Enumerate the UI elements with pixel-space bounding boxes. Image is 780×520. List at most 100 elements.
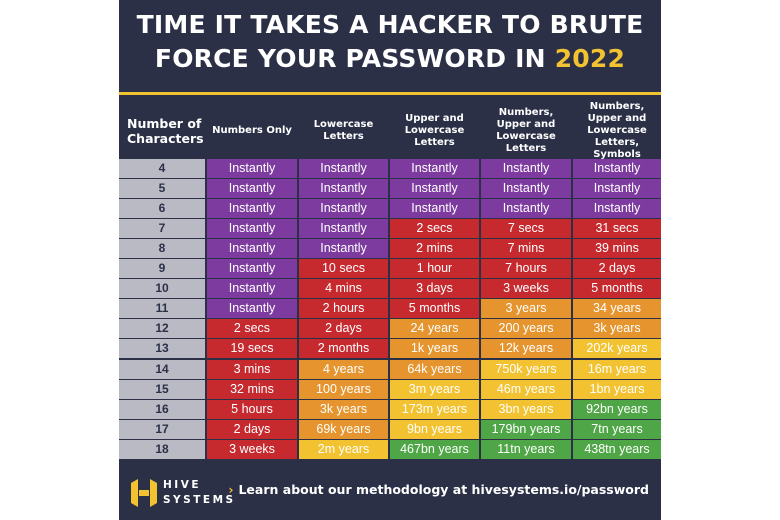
crack-time-cell: 3 days (390, 279, 479, 299)
character-count-cell: 8 (119, 239, 205, 259)
crack-time-cell: Instantly (299, 239, 388, 259)
chevron-right-icon: › (228, 482, 234, 497)
crack-time-cell: Instantly (573, 199, 661, 219)
methodology-link[interactable]: › Learn about our methodology at hivesyst… (228, 482, 649, 497)
table-row: 4 Instantly Instantly Instantly Instantly Ins… (119, 159, 661, 178)
crack-time-cell: 1k years (390, 339, 479, 359)
crack-time-cell: 4 mins (299, 279, 388, 299)
crack-time-cell: 39 mins (573, 239, 661, 259)
footer: HIVE SYSTEMS › Learn about our methodolog… (119, 466, 661, 520)
character-count-cell: 18 (119, 439, 205, 459)
title-divider (119, 92, 661, 95)
character-count-cell: 7 (119, 219, 205, 239)
crack-time-cell: Instantly (207, 279, 297, 299)
crack-time-cell: 3 years (481, 299, 571, 319)
crack-time-cell: Instantly (207, 299, 297, 319)
column-header: Numbers Only (212, 125, 292, 136)
column-header: Number of Characters (127, 116, 204, 146)
table-row: 5 Instantly Instantly Instantly Instantly Ins… (119, 179, 661, 199)
crack-time-cell: 2 days (207, 419, 297, 439)
table-row: 18 3 weeks 2m years 467bn years 11tn years 43… (119, 439, 661, 459)
crack-time-cell: 69k years (299, 419, 388, 439)
crack-time-cell: Instantly (390, 159, 479, 178)
brand-name-line-1: HIVE (163, 479, 201, 491)
crack-time-cell: Instantly (207, 219, 297, 239)
crack-time-cell: 32 mins (207, 379, 297, 399)
column-header: Upper and Lowercase Letters (404, 113, 465, 148)
crack-time-cell: 9bn years (390, 419, 479, 439)
title-line-2-text: FORCE YOUR PASSWORD IN (154, 44, 546, 73)
crack-time-cell: Instantly (207, 179, 297, 199)
crack-time-cell: 2 secs (390, 219, 479, 239)
crack-time-cell: Instantly (299, 179, 388, 199)
character-count-cell: 16 (119, 399, 205, 419)
crack-time-cell: 31 secs (573, 219, 661, 239)
crack-time-cell: 7 secs (481, 219, 571, 239)
table-row: 9 Instantly 10 secs 1 hour 7 hours 2 days (119, 259, 661, 279)
character-count-cell: 17 (119, 419, 205, 439)
title-line-2: FORCE YOUR PASSWORD IN 2022 (119, 42, 661, 76)
crack-time-cell: 7 hours (481, 259, 571, 279)
crack-time-cell: Instantly (481, 179, 571, 199)
table-row: 17 2 days 69k years 9bn years 179bn years 7tn… (119, 419, 661, 439)
character-count-cell: 15 (119, 379, 205, 399)
table-row: 13 19 secs 2 months 1k years 12k years 202k y… (119, 339, 661, 359)
table-row: 11 Instantly 2 hours 5 months 3 years 34 year… (119, 299, 661, 319)
crack-time-cell: 3m years (390, 379, 479, 399)
crack-time-cell: Instantly (207, 199, 297, 219)
crack-time-cell: 2 months (299, 339, 388, 359)
crack-time-cell: 467bn years (390, 439, 479, 459)
crack-time-cell: 179bn years (481, 419, 571, 439)
column-header: Numbers, Upper and Lowercase Letters (496, 107, 556, 154)
crack-time-cell: 200 years (481, 319, 571, 339)
character-count-cell: 6 (119, 199, 205, 219)
table-header: Number of Characters Numbers Only Lowercas… (119, 101, 661, 160)
crack-time-cell: Instantly (299, 199, 388, 219)
chart-title: TIME IT TAKES A HACKER TO BRUTE FORCE YO… (119, 8, 661, 76)
crack-time-cell: Instantly (207, 239, 297, 259)
crack-time-cell: 1 hour (390, 259, 479, 279)
crack-time-cell: 16m years (573, 359, 661, 379)
crack-time-cell: 64k years (390, 359, 479, 379)
crack-time-cell: 202k years (573, 339, 661, 359)
crack-time-cell: Instantly (390, 199, 479, 219)
crack-time-cell: 750k years (481, 359, 571, 379)
crack-time-cell: 2 days (573, 259, 661, 279)
crack-time-cell: 12k years (481, 339, 571, 359)
crack-time-cell: Instantly (207, 159, 297, 178)
crack-time-cell: 10 secs (299, 259, 388, 279)
crack-time-cell: 7 mins (481, 239, 571, 259)
table-row: 6 Instantly Instantly Instantly Instantly Ins… (119, 199, 661, 219)
crack-time-cell: 3 mins (207, 359, 297, 379)
crack-time-cell: 46m years (481, 379, 571, 399)
crack-time-cell: Instantly (299, 159, 388, 178)
character-count-cell: 14 (119, 359, 205, 379)
table-row: 16 5 hours 3k years 173m years 3bn years 92bn… (119, 399, 661, 419)
character-count-cell: 5 (119, 179, 205, 199)
crack-time-cell: Instantly (481, 159, 571, 178)
crack-time-cell: 24 years (390, 319, 479, 339)
crack-time-cell: 100 years (299, 379, 388, 399)
character-count-cell: 12 (119, 319, 205, 339)
hive-systems-logo: HIVE SYSTEMS (129, 475, 233, 511)
crack-time-cell: 3 weeks (207, 439, 297, 459)
hive-logo-icon (131, 479, 157, 507)
crack-time-cell: 5 months (390, 299, 479, 319)
crack-time-cell: 4 years (299, 359, 388, 379)
crack-time-cell: 3 weeks (481, 279, 571, 299)
crack-time-cell: 2 mins (390, 239, 479, 259)
crack-time-cell: 7tn years (573, 419, 661, 439)
crack-time-cell: 5 hours (207, 399, 297, 419)
table-row: 8 Instantly Instantly 2 mins 7 mins 39 mins (119, 239, 661, 259)
character-count-cell: 10 (119, 279, 205, 299)
table-row: 10 Instantly 4 mins 3 days 3 weeks 5 months (119, 279, 661, 299)
infographic: TIME IT TAKES A HACKER TO BRUTE FORCE YO… (119, 0, 661, 520)
title-line-1: TIME IT TAKES A HACKER TO BRUTE (136, 10, 644, 39)
crack-time-cell: 2 secs (207, 319, 297, 339)
methodology-link-text: Learn about our methodology at hivesyste… (238, 482, 649, 497)
crack-time-cell: Instantly (390, 179, 479, 199)
crack-time-cell: 173m years (390, 399, 479, 419)
table-row: 12 2 secs 2 days 24 years 200 years 3k years (119, 319, 661, 339)
character-count-cell: 9 (119, 259, 205, 279)
character-count-cell: 4 (119, 159, 205, 178)
